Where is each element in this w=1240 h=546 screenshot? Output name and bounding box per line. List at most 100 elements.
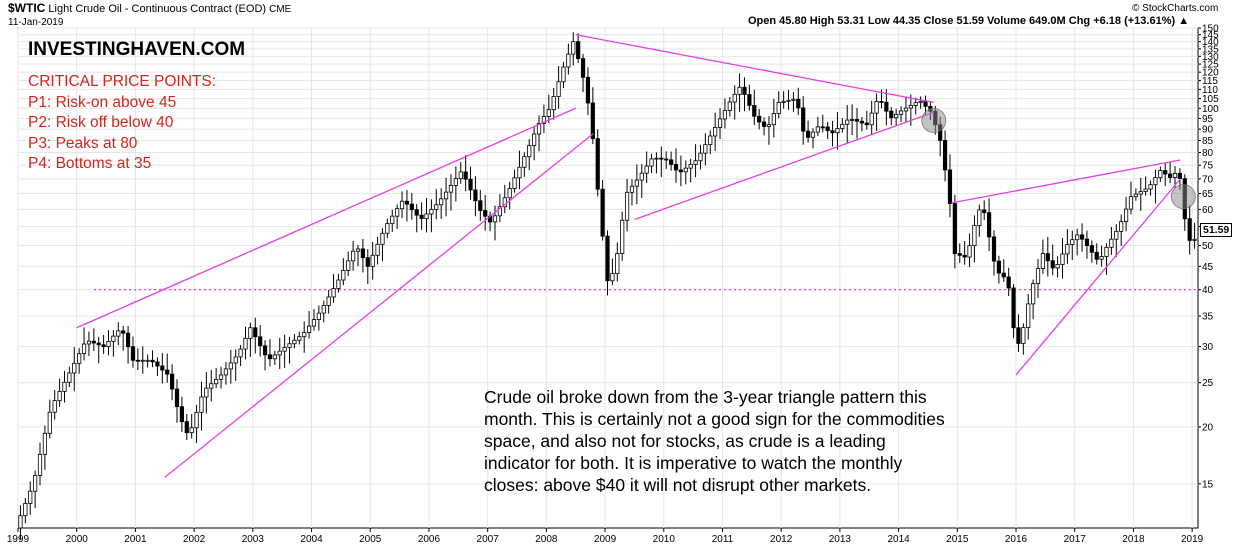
candle-body <box>492 215 498 223</box>
candle-body <box>419 214 424 220</box>
candle-body <box>443 191 449 200</box>
candle-body <box>336 279 341 289</box>
candle-body <box>214 378 219 385</box>
candle-body <box>1104 246 1109 257</box>
candle-body <box>101 344 106 348</box>
candle-body <box>360 248 366 259</box>
candle-body <box>52 400 57 413</box>
x-tick-label: 2002 <box>183 534 206 545</box>
trendline <box>634 111 935 221</box>
candle-body <box>204 387 209 398</box>
candle-body <box>991 236 997 262</box>
y-tick-label: 35 <box>1202 312 1214 323</box>
candle-body <box>223 368 229 376</box>
candle-body <box>982 209 987 214</box>
candle-body <box>316 312 321 320</box>
candle-body <box>233 356 238 364</box>
candle-body <box>796 98 801 109</box>
candle-body <box>497 206 502 217</box>
candle-body <box>1021 327 1026 344</box>
candle-body <box>551 96 556 111</box>
candle-body <box>116 330 121 337</box>
candle-body <box>267 354 273 360</box>
y-tick-label: 45 <box>1202 262 1214 273</box>
candle-body <box>1177 172 1182 179</box>
critical-title: CRITICAL PRICE POINTS: <box>28 73 217 90</box>
y-tick-label: 40 <box>1202 285 1214 296</box>
candle-body <box>439 198 444 206</box>
candle-body <box>248 327 253 339</box>
candle-body <box>311 319 317 327</box>
candle-body <box>732 93 737 103</box>
y-tick-label: 15 <box>1202 479 1214 490</box>
y-tick-label: 70 <box>1202 174 1214 185</box>
candle-body <box>987 212 992 238</box>
y-tick-label: 105 <box>1202 94 1219 105</box>
note-line-3: space, and also not for stocks, as crude… <box>484 431 886 451</box>
candle-body <box>1109 238 1114 248</box>
candle-body <box>771 113 776 126</box>
candle-body <box>170 373 175 390</box>
candle-body <box>473 189 478 202</box>
candle-body <box>150 359 155 363</box>
breakdown-highlight-circle <box>921 108 947 133</box>
candle-body <box>678 169 683 173</box>
copyright-label: © StockCharts.com <box>1132 3 1219 14</box>
note-line-4: indicator for both. It is imperative to … <box>484 453 903 473</box>
critical-point-p1: P1: Risk-on above 45 <box>28 93 177 111</box>
candle-body <box>541 116 547 124</box>
candle-body <box>517 166 522 179</box>
candle-body <box>375 243 380 256</box>
y-tick-label: 20 <box>1202 422 1214 433</box>
candle-body <box>463 171 468 180</box>
candle-body <box>698 152 703 162</box>
candle-body <box>478 200 483 211</box>
candle-body <box>106 340 111 348</box>
candle-body <box>845 119 850 125</box>
candle-body <box>1045 253 1050 262</box>
candle-body <box>1123 208 1129 223</box>
candle-body <box>258 336 263 347</box>
candle-body <box>1119 221 1124 232</box>
y-tick-label: 120 <box>1202 68 1219 79</box>
candle-body <box>1016 327 1021 344</box>
candle-body <box>708 135 713 145</box>
candle-body <box>331 288 336 298</box>
candle-body <box>341 270 346 281</box>
candle-body <box>404 200 410 205</box>
y-tick-label: 60 <box>1202 205 1214 216</box>
candle-body <box>624 191 630 221</box>
candle-body <box>238 348 243 358</box>
candle-body <box>77 353 82 364</box>
candle-body <box>776 102 781 114</box>
candle-body <box>189 427 194 434</box>
candle-body <box>903 107 909 112</box>
candle-body <box>977 209 982 226</box>
instrument-description: Light Crude Oil - Continuous Contract (E… <box>48 3 267 15</box>
candle-body <box>179 406 184 423</box>
ohlc-summary: Open 45.80 High 53.31 Low 44.35 Close 51… <box>748 15 1190 27</box>
candle-body <box>414 209 419 216</box>
candle-body <box>57 391 62 402</box>
candle-body <box>458 171 463 180</box>
candle-body <box>1168 173 1173 178</box>
y-tick-label: 85 <box>1202 136 1214 147</box>
x-tick-label: 2000 <box>66 534 89 545</box>
x-tick-label: 2017 <box>1064 534 1087 545</box>
candle-body <box>272 354 277 360</box>
x-tick-label: 2009 <box>594 534 617 545</box>
candle-body <box>67 372 72 383</box>
candle-body <box>820 126 825 129</box>
candle-body <box>869 112 874 126</box>
x-tick-label: 2015 <box>946 534 969 545</box>
trendline <box>951 159 1181 204</box>
candle-body <box>786 99 791 102</box>
y-tick-label: 80 <box>1202 148 1214 159</box>
candle-body <box>282 346 287 352</box>
candle-body <box>37 453 43 476</box>
candle-body <box>140 359 145 362</box>
candle-body <box>390 215 395 225</box>
candle-body <box>1050 260 1055 269</box>
candle-body <box>717 118 723 128</box>
candle-body <box>507 188 512 199</box>
